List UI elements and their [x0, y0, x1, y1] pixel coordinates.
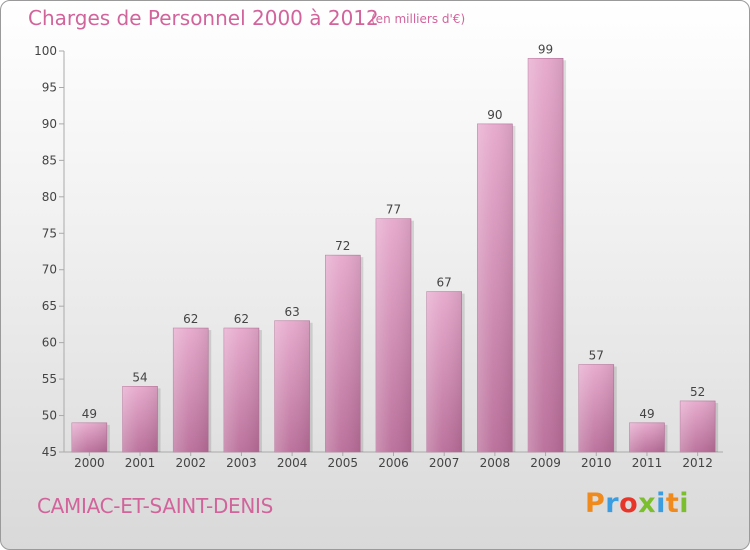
x-tick-label: 2007 — [429, 456, 460, 470]
y-tick-label: 50 — [42, 409, 57, 423]
data-labels: 49 54 62 62 63 72 77 67 90 99 57 49 52 — [82, 42, 706, 421]
chart-subtitle: (en milliers d'€) — [371, 12, 466, 26]
bar-highlight — [528, 58, 564, 453]
bar-highlight — [629, 422, 665, 452]
data-label: 62 — [183, 312, 198, 326]
data-label: 52 — [690, 385, 705, 399]
y-tick-label: 90 — [42, 117, 57, 131]
data-label: 49 — [82, 407, 97, 421]
proxiti-logo: Proxiti — [585, 488, 689, 519]
x-tick-label: 2008 — [480, 456, 511, 470]
x-tick-label: 2000 — [74, 456, 105, 470]
data-label: 62 — [234, 312, 249, 326]
bar-highlight — [680, 400, 716, 452]
x-tick-label: 2005 — [328, 456, 359, 470]
data-label: 67 — [437, 276, 452, 290]
y-tick-label: 100 — [34, 44, 57, 58]
y-tick-label: 45 — [42, 445, 57, 459]
logo-letter: o — [619, 488, 639, 519]
x-tick-label: 2011 — [632, 456, 663, 470]
bar-highlight — [173, 328, 209, 452]
x-tick-label: 2002 — [175, 456, 206, 470]
bar-highlight — [325, 255, 361, 452]
data-label: 99 — [538, 42, 553, 56]
data-label: 77 — [386, 203, 401, 217]
chart-title: Charges de Personnel 2000 à 2012 — [28, 6, 379, 30]
bar-highlight — [122, 386, 158, 452]
bar-highlight — [71, 422, 107, 452]
y-tick-label: 75 — [42, 226, 57, 240]
y-tick-label: 55 — [42, 372, 57, 386]
x-tick-label: 2006 — [378, 456, 409, 470]
axes: 45 50 55 60 65 70 75 80 85 90 95 100 2000 2001 2002 200… — [34, 44, 723, 470]
y-tick-label: 60 — [42, 336, 57, 350]
x-tick-label: 2012 — [682, 456, 713, 470]
bar-highlight — [376, 218, 411, 452]
x-tick-label: 2004 — [277, 456, 308, 470]
bar-highlight — [477, 123, 513, 452]
logo-letter: t — [665, 488, 680, 519]
bar-highlight — [223, 328, 259, 452]
data-label: 54 — [132, 370, 147, 384]
logo-letter: i — [656, 488, 666, 519]
data-label: 90 — [487, 108, 502, 122]
data-label: 49 — [639, 407, 654, 421]
logo-letter: r — [605, 488, 620, 519]
data-label: 63 — [284, 305, 299, 319]
y-tick-label: 80 — [42, 190, 57, 204]
logo-letter: i — [679, 488, 690, 519]
bars — [71, 57, 719, 453]
y-tick-label: 95 — [42, 80, 57, 94]
x-tick-label: 2009 — [530, 456, 561, 470]
location-name: CAMIAC-ET-SAINT-DENIS — [37, 494, 274, 518]
logo-letter: P — [585, 488, 606, 519]
bar-highlight — [426, 291, 462, 452]
y-tick-label: 70 — [42, 263, 57, 277]
x-tick-label: 2010 — [581, 456, 612, 470]
bar-highlight — [578, 364, 614, 452]
x-tick-label: 2001 — [125, 456, 156, 470]
y-tick-label: 65 — [42, 299, 57, 313]
y-tick-label: 85 — [42, 153, 57, 167]
bar-highlight — [274, 320, 310, 452]
data-label: 57 — [589, 349, 604, 363]
x-tick-label: 2003 — [226, 456, 257, 470]
logo-letter: x — [638, 488, 657, 519]
data-label: 72 — [335, 239, 350, 253]
